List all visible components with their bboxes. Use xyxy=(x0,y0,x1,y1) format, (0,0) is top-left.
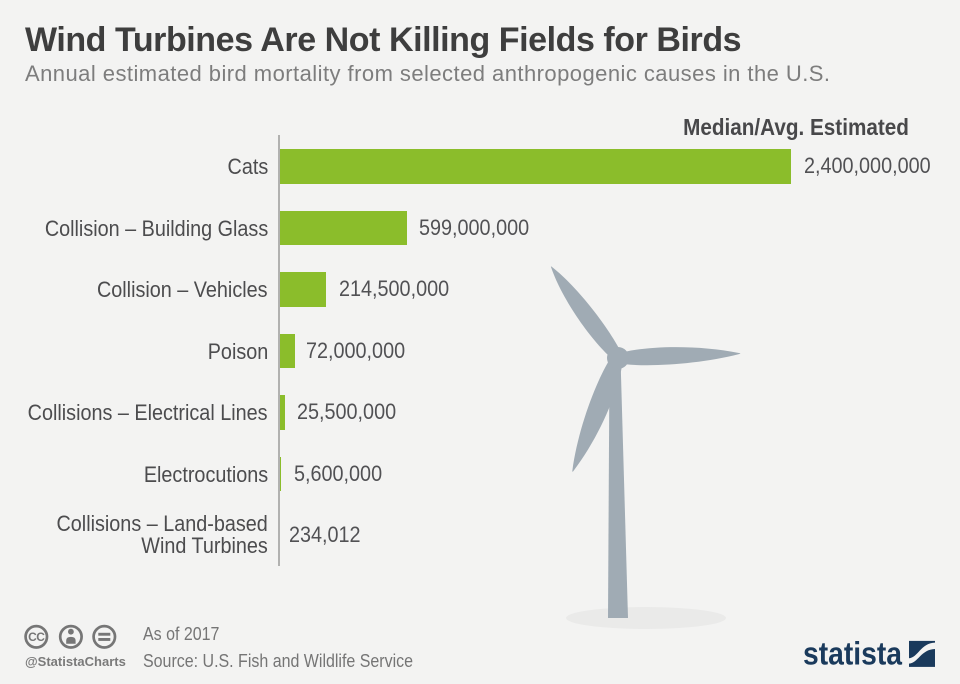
svg-text:statista: statista xyxy=(803,636,903,672)
svg-text:CC: CC xyxy=(28,630,45,644)
